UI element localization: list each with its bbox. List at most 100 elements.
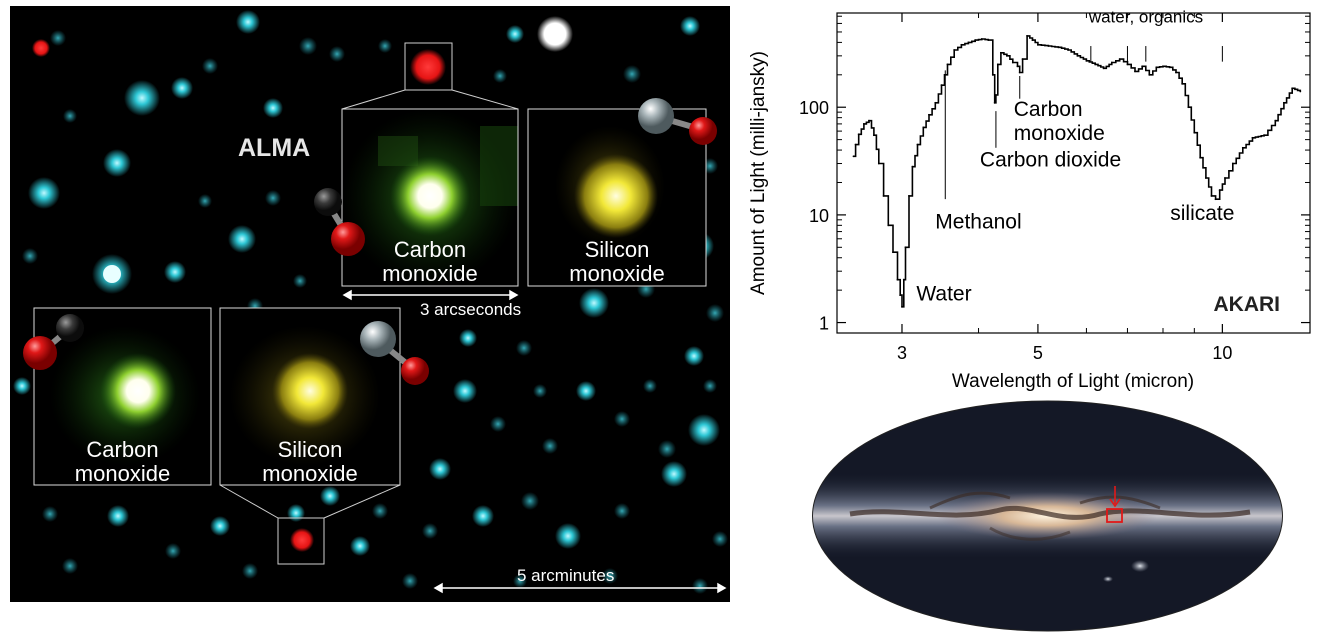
spectrum-point (940, 84, 943, 87)
spectrum-point (922, 126, 925, 129)
spectrum-point (1291, 87, 1294, 90)
spectrum-svg: 3 5 10 1 10 100 Water Methanol Carbon dioxide Ca… (748, 8, 1311, 392)
silicon-monoxide-molecule-icon (638, 98, 717, 145)
spectrum-point (1000, 51, 1002, 54)
spectrum-point (1016, 65, 1019, 68)
spectrum-point (896, 278, 899, 281)
spectrum-point (892, 251, 894, 254)
spectrum-point (1162, 65, 1164, 68)
spectrum-point (1214, 198, 1217, 201)
carbon-monoxide-molecule-icon (23, 314, 84, 370)
scale-label-arcseconds: 3 arcseconds (420, 300, 522, 319)
spectrum-point (1021, 58, 1024, 60)
spectrum-point (877, 162, 880, 165)
all-sky-map (812, 400, 1283, 632)
spectrum-point (882, 195, 885, 197)
spectrum-point (852, 155, 855, 158)
inset-label: Silicon monoxide (569, 237, 665, 286)
spectrum-point (868, 119, 870, 122)
inset-silicon-monoxide-top (527, 108, 707, 287)
x-tick-label: 10 (1212, 343, 1232, 363)
spectrum-point (1011, 61, 1014, 64)
spectrum-point (1168, 66, 1171, 69)
scale-bar-5-arcminutes (433, 582, 727, 594)
spectrum-point (1018, 71, 1021, 74)
y-tick-label: 10 (809, 206, 829, 226)
spectrum-point (1210, 195, 1213, 197)
y-axis-label: Amount of Light (milli-jansky) (748, 51, 769, 295)
spectrum-point (1155, 66, 1158, 69)
y-tick-label: 100 (799, 98, 829, 118)
spectrum-point (887, 224, 890, 227)
spectrum-line (853, 35, 1302, 308)
annotation-methanol: Methanol (935, 210, 1021, 233)
annotation-carbon-monoxide: monoxide (1014, 122, 1105, 145)
spectrum-point (904, 246, 907, 249)
akari-label: AKARI (1214, 293, 1281, 316)
spectrum-point (908, 195, 910, 197)
spectrum-point (987, 39, 990, 41)
annotation-carbon-monoxide: Carbon (1014, 98, 1083, 121)
spectrum-point (854, 143, 857, 146)
spectrum-point (928, 113, 930, 116)
scale-label-arcminutes: 5 arcminutes (517, 566, 615, 585)
carbon-monoxide-molecule-icon (314, 188, 365, 256)
spectrum-point (1085, 59, 1088, 62)
inset-label: Silicon monoxide (262, 437, 358, 486)
spectrum-point (1181, 82, 1184, 85)
annotation-water-organics: water, organics (1088, 8, 1203, 27)
small-magellanic-cloud (1103, 576, 1113, 582)
spectrum-point (1076, 54, 1079, 57)
spectrum-point (1047, 45, 1050, 47)
x-tick-label: 3 (897, 343, 907, 363)
spectrum-point (934, 101, 937, 104)
spectrum-point (1283, 101, 1285, 104)
spectrum-point (863, 123, 865, 125)
spectrum-point (1094, 63, 1097, 66)
spectrum-point (967, 41, 970, 44)
spectrum-point (916, 143, 919, 146)
alma-image-panel: ALMA Carbon monoxide Silicon monoxide Ca… (10, 6, 730, 602)
spectrum-point (974, 39, 977, 41)
alma-field-image (10, 6, 730, 602)
spectrum-point (901, 305, 903, 308)
spectrum-point (902, 278, 905, 281)
spectrum-point (1299, 90, 1302, 93)
annotation-carbon-dioxide: Carbon dioxide (980, 149, 1121, 172)
spectrum-point (1263, 134, 1265, 137)
spectrum-point (911, 165, 914, 168)
alma-label: ALMA (238, 134, 311, 162)
spectrum-point (1218, 189, 1221, 192)
spectrum-point (1231, 162, 1234, 165)
spectrum-point (1274, 119, 1277, 122)
spectrum-point (1102, 67, 1105, 70)
spectrum-point (1134, 70, 1136, 73)
spectrum-point (953, 49, 956, 51)
spectrum-point (946, 63, 949, 66)
spectrum-point (995, 94, 997, 96)
spectrum-point (1205, 177, 1207, 179)
spectrum-point (991, 73, 994, 76)
annotation-silicate: silicate (1170, 202, 1234, 225)
x-tick-label: 5 (1033, 343, 1043, 363)
spectrum-point (1187, 106, 1190, 109)
source-top-marker (410, 49, 446, 85)
spectrum-point (1241, 146, 1244, 149)
spectrum-point (1026, 35, 1028, 37)
silicon-monoxide-molecule-icon (360, 321, 429, 385)
spectrum-point (960, 43, 963, 46)
large-magellanic-cloud (1131, 560, 1149, 572)
spectrum-point (1118, 58, 1121, 60)
spectrum-point (1175, 71, 1177, 74)
annotation-water: Water (916, 283, 971, 306)
spectrum-point (1006, 54, 1008, 57)
spectrum-point (1037, 43, 1039, 46)
spectrum-point (857, 133, 860, 136)
spectrum-point (1251, 136, 1254, 139)
plot-frame (836, 12, 1311, 334)
spectrum-point (996, 63, 999, 66)
spectrum-point (993, 101, 996, 104)
akari-spectrum-chart: 3 5 10 1 10 100 Water Methanol Carbon dioxide Ca… (740, 0, 1320, 400)
spectrum-point (980, 38, 983, 40)
spectrum-point (1148, 73, 1151, 76)
